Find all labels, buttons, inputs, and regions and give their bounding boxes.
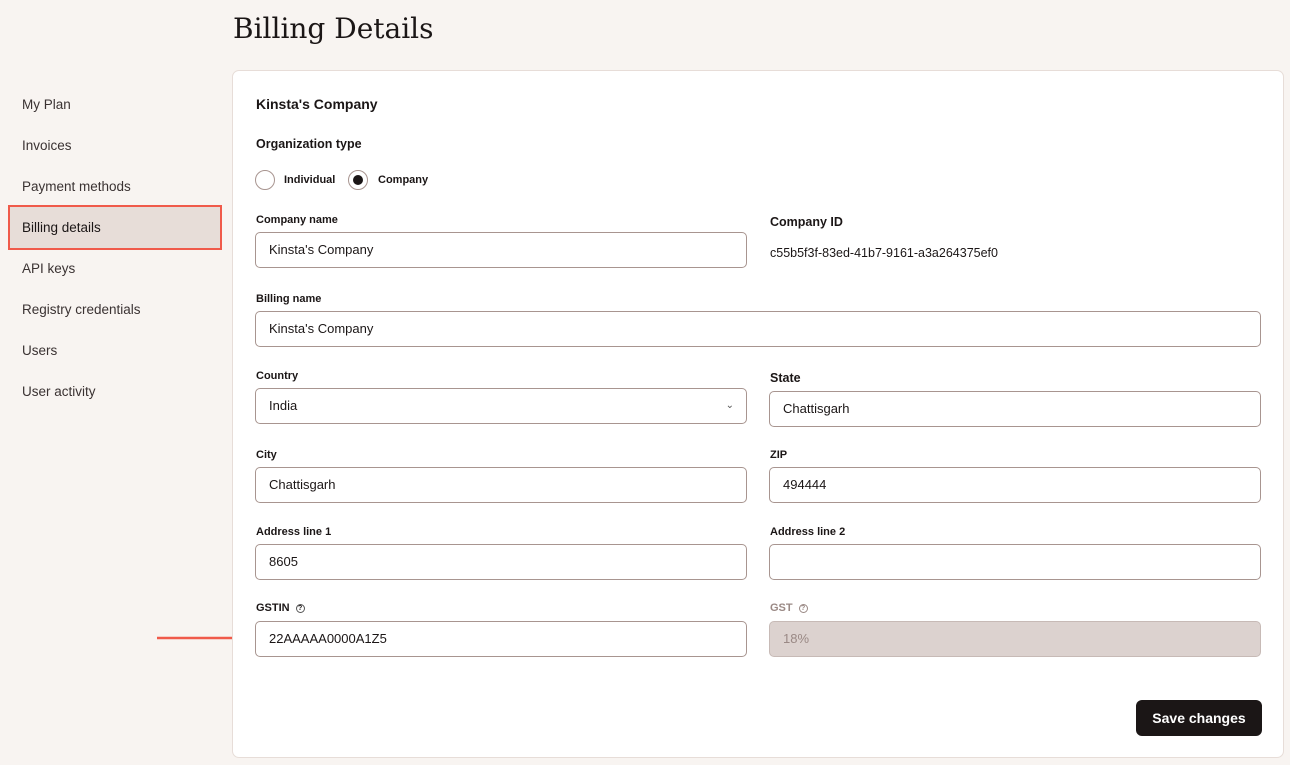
gst-label-wrap: GST? <box>770 602 808 614</box>
radio-individual-label: Individual <box>284 174 336 186</box>
radio-individual[interactable] <box>255 170 275 190</box>
sidebar-item-api-keys[interactable]: API keys <box>22 261 76 276</box>
gstin-label: GSTIN <box>256 602 290 614</box>
chevron-down-icon: ⌄ <box>725 400 734 411</box>
country-value: India <box>269 398 298 413</box>
country-label: Country <box>256 370 299 382</box>
sidebar-item-my-plan[interactable]: My Plan <box>22 97 71 112</box>
address2-label: Address line 2 <box>770 526 846 538</box>
address1-input[interactable]: 8605 <box>255 544 747 580</box>
gst-label: GST <box>770 602 793 614</box>
state-input[interactable]: Chattisgarh <box>769 391 1261 427</box>
address2-input[interactable] <box>769 544 1261 580</box>
sidebar-item-payment-methods[interactable]: Payment methods <box>22 179 131 194</box>
sidebar-item-billing-details[interactable]: Billing details <box>8 205 222 250</box>
radio-company-label: Company <box>378 174 429 186</box>
sidebar-item-invoices[interactable]: Invoices <box>22 138 72 153</box>
page-title: Billing Details <box>233 12 434 45</box>
sidebar: My Plan Invoices Payment methods Billing… <box>8 84 222 412</box>
company-name-input[interactable]: Kinsta's Company <box>255 232 747 268</box>
city-label: City <box>256 449 277 461</box>
company-id-label: Company ID <box>770 215 843 229</box>
state-label: State <box>770 371 801 385</box>
address1-label: Address line 1 <box>256 526 332 538</box>
gstin-input[interactable]: 22AAAAA0000A1Z5 <box>255 621 747 657</box>
city-input[interactable]: Chattisgarh <box>255 467 747 503</box>
radio-company[interactable] <box>348 170 368 190</box>
sidebar-item-user-activity[interactable]: User activity <box>22 384 96 399</box>
zip-input[interactable]: 494444 <box>769 467 1261 503</box>
company-name-label: Company name <box>256 214 338 226</box>
help-icon[interactable]: ? <box>798 604 808 613</box>
gst-input: 18% <box>769 621 1261 657</box>
company-id-value: c55b5f3f-83ed-41b7-9161-a3a264375ef0 <box>770 246 998 260</box>
zip-label: ZIP <box>770 449 788 461</box>
billing-name-label: Billing name <box>256 293 322 305</box>
billing-name-input[interactable]: Kinsta's Company <box>255 311 1261 347</box>
save-changes-button[interactable]: Save changes <box>1136 700 1262 736</box>
help-icon[interactable]: ? <box>295 604 305 613</box>
gstin-label-wrap: GSTIN? <box>256 602 305 614</box>
sidebar-item-registry-credentials[interactable]: Registry credentials <box>22 302 141 317</box>
country-select[interactable]: India ⌄ <box>255 388 747 424</box>
org-type-label: Organization type <box>256 137 362 151</box>
sidebar-item-users[interactable]: Users <box>22 343 58 358</box>
card-heading: Kinsta's Company <box>256 96 378 112</box>
billing-card: Kinsta's Company Organization type Indiv… <box>232 70 1284 758</box>
